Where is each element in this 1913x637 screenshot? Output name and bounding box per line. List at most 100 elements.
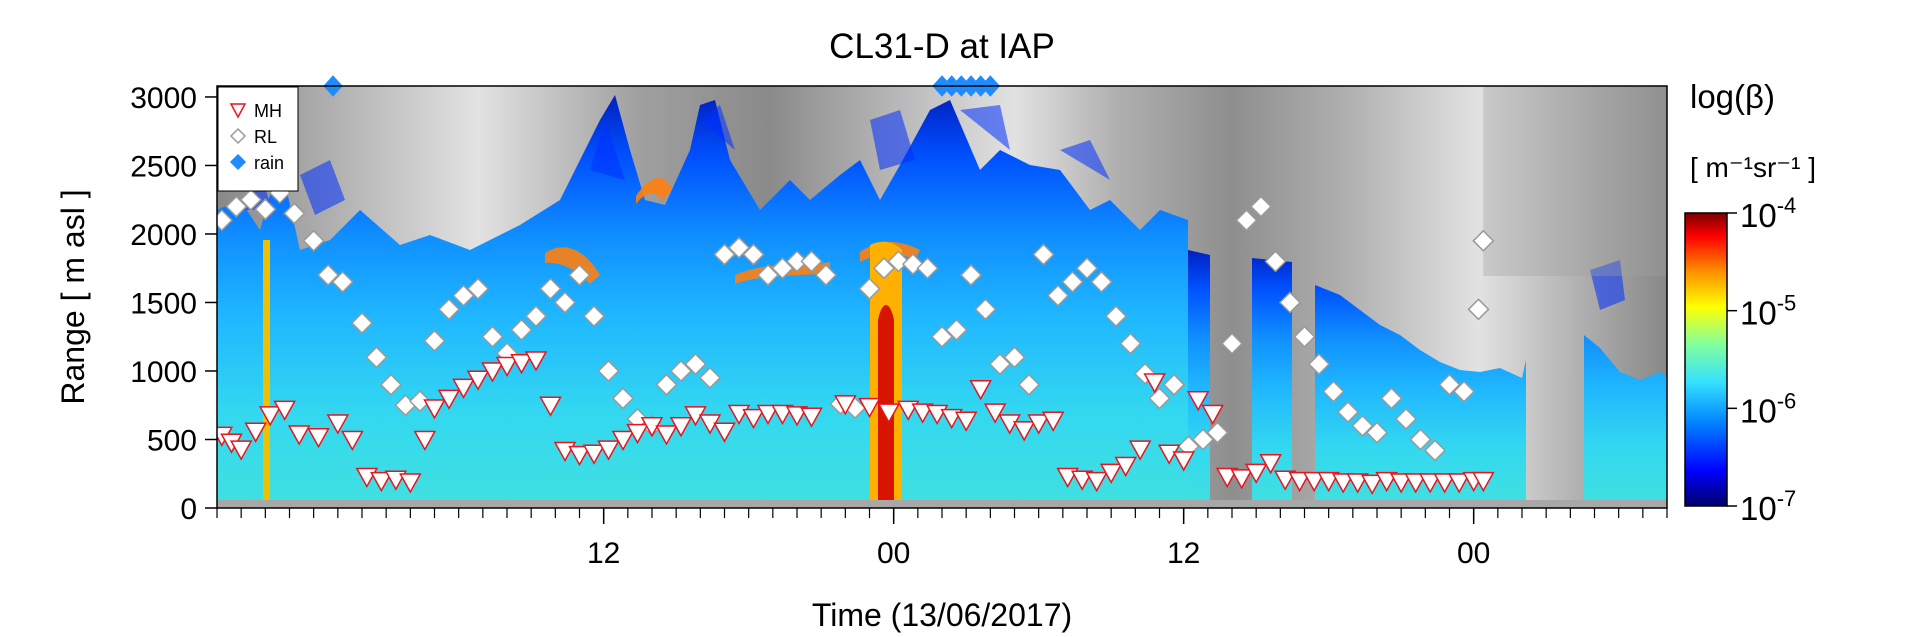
mh-point bbox=[1317, 471, 1340, 493]
mh-point bbox=[1085, 471, 1108, 493]
rl-point bbox=[1264, 250, 1287, 273]
mh-point bbox=[756, 404, 780, 426]
legend-marker-rain bbox=[229, 153, 247, 171]
rl-point bbox=[553, 291, 577, 314]
mh-point bbox=[341, 430, 364, 452]
rl-point bbox=[452, 284, 475, 307]
mh-point bbox=[713, 422, 736, 443]
rl-point bbox=[1148, 387, 1171, 410]
rl-point bbox=[669, 359, 693, 383]
rl-point bbox=[872, 257, 896, 280]
rl-point bbox=[1380, 387, 1403, 410]
rl-point bbox=[916, 257, 939, 280]
rl-point bbox=[698, 366, 722, 389]
mh-point bbox=[1273, 470, 1297, 491]
rl-point bbox=[568, 264, 591, 287]
mh-point bbox=[370, 471, 393, 493]
rl-point bbox=[331, 270, 354, 293]
mh-point bbox=[954, 411, 978, 432]
backscatter-field-day2 bbox=[1188, 250, 1667, 504]
mh-point bbox=[481, 362, 504, 383]
rl-point bbox=[1293, 325, 1316, 348]
rl-point bbox=[283, 202, 306, 225]
rl-point bbox=[1467, 298, 1490, 321]
rl-point bbox=[302, 229, 325, 252]
mh-point bbox=[655, 425, 678, 446]
rl-point bbox=[408, 390, 432, 413]
rl-point bbox=[785, 250, 809, 273]
mh-point bbox=[877, 403, 901, 424]
mh-point bbox=[244, 422, 267, 443]
mh-point bbox=[785, 406, 809, 427]
rl-point bbox=[814, 264, 838, 287]
mh-point bbox=[1433, 473, 1456, 494]
x-axis: 12 00 12 00 bbox=[216, 508, 1668, 570]
colorbar: log(β) [ m⁻¹sr⁻¹ ] 10-4 10-5 10-6 10-7 bbox=[1684, 78, 1816, 527]
mh-point bbox=[1404, 473, 1427, 494]
mh-point bbox=[1346, 473, 1369, 494]
rl-point bbox=[1278, 291, 1302, 314]
mh-point bbox=[858, 397, 881, 419]
mh-point bbox=[771, 404, 794, 426]
mh-point bbox=[1375, 471, 1398, 493]
mh-point bbox=[568, 445, 591, 467]
rl-point bbox=[1162, 373, 1186, 396]
colorbar-title: log(β) bbox=[1690, 78, 1775, 115]
mh-point bbox=[1027, 414, 1050, 435]
rl-point bbox=[742, 243, 765, 266]
rl-point bbox=[930, 325, 954, 348]
mh-point bbox=[1259, 454, 1282, 475]
x-tick-label: 12 bbox=[1167, 537, 1200, 570]
rl-point bbox=[713, 243, 736, 266]
y-axis: 0 500 1000 1500 2000 2500 3000 bbox=[130, 82, 217, 526]
mh-point bbox=[1099, 463, 1123, 484]
rl-point bbox=[1394, 407, 1418, 431]
mh-point bbox=[1201, 404, 1224, 426]
y-tick-label: 2000 bbox=[130, 219, 197, 252]
rl-point bbox=[1220, 332, 1244, 355]
mh-point bbox=[1070, 470, 1094, 491]
rl-point bbox=[1075, 257, 1099, 280]
mh-point bbox=[611, 430, 635, 452]
mh-point bbox=[1215, 467, 1239, 489]
x-tick-label: 00 bbox=[1457, 537, 1490, 570]
y-axis-label: Range [ m asl ] bbox=[55, 189, 91, 404]
legend-label-rain: rain bbox=[254, 153, 284, 173]
mh-point bbox=[669, 417, 693, 438]
rl-point bbox=[858, 277, 881, 300]
mh-point bbox=[1186, 391, 1210, 412]
rl-point bbox=[317, 264, 340, 287]
colorbar-tick-label: 10-7 bbox=[1740, 486, 1796, 527]
y-tick-label: 1500 bbox=[130, 287, 197, 320]
x-tick-label: 00 bbox=[877, 537, 910, 570]
rl-point bbox=[1452, 380, 1476, 403]
rl-point bbox=[1061, 270, 1084, 293]
rl-point bbox=[1235, 209, 1258, 232]
colorbar-ticks: 10-4 10-5 10-6 10-7 bbox=[1727, 193, 1796, 527]
rl-point bbox=[217, 209, 233, 232]
rl-point bbox=[1409, 428, 1432, 451]
rl-point bbox=[1206, 421, 1229, 444]
mh-point bbox=[466, 370, 490, 391]
plot-area bbox=[217, 86, 1667, 508]
colorbar-tick-label: 10-4 bbox=[1740, 193, 1796, 234]
rl-point bbox=[1365, 421, 1389, 444]
mh-point bbox=[1389, 473, 1413, 494]
mh-point bbox=[1360, 474, 1384, 495]
no-data-top bbox=[1483, 86, 1667, 276]
mh-point bbox=[1012, 421, 1036, 442]
backscatter-field-main bbox=[217, 95, 1188, 504]
rl-point bbox=[225, 195, 248, 218]
mh-point bbox=[539, 396, 562, 417]
rl-point bbox=[1032, 243, 1055, 266]
rl-point bbox=[254, 198, 277, 221]
mh-point bbox=[1143, 373, 1166, 394]
near-ground-band bbox=[217, 500, 1667, 508]
chart-title: CL31-D at IAP bbox=[829, 27, 1055, 66]
y-tick-label: 2500 bbox=[130, 150, 197, 183]
rl-point bbox=[510, 318, 533, 341]
mh-point bbox=[1172, 451, 1195, 472]
mh-point bbox=[1230, 469, 1253, 490]
mh-point bbox=[1041, 411, 1065, 432]
